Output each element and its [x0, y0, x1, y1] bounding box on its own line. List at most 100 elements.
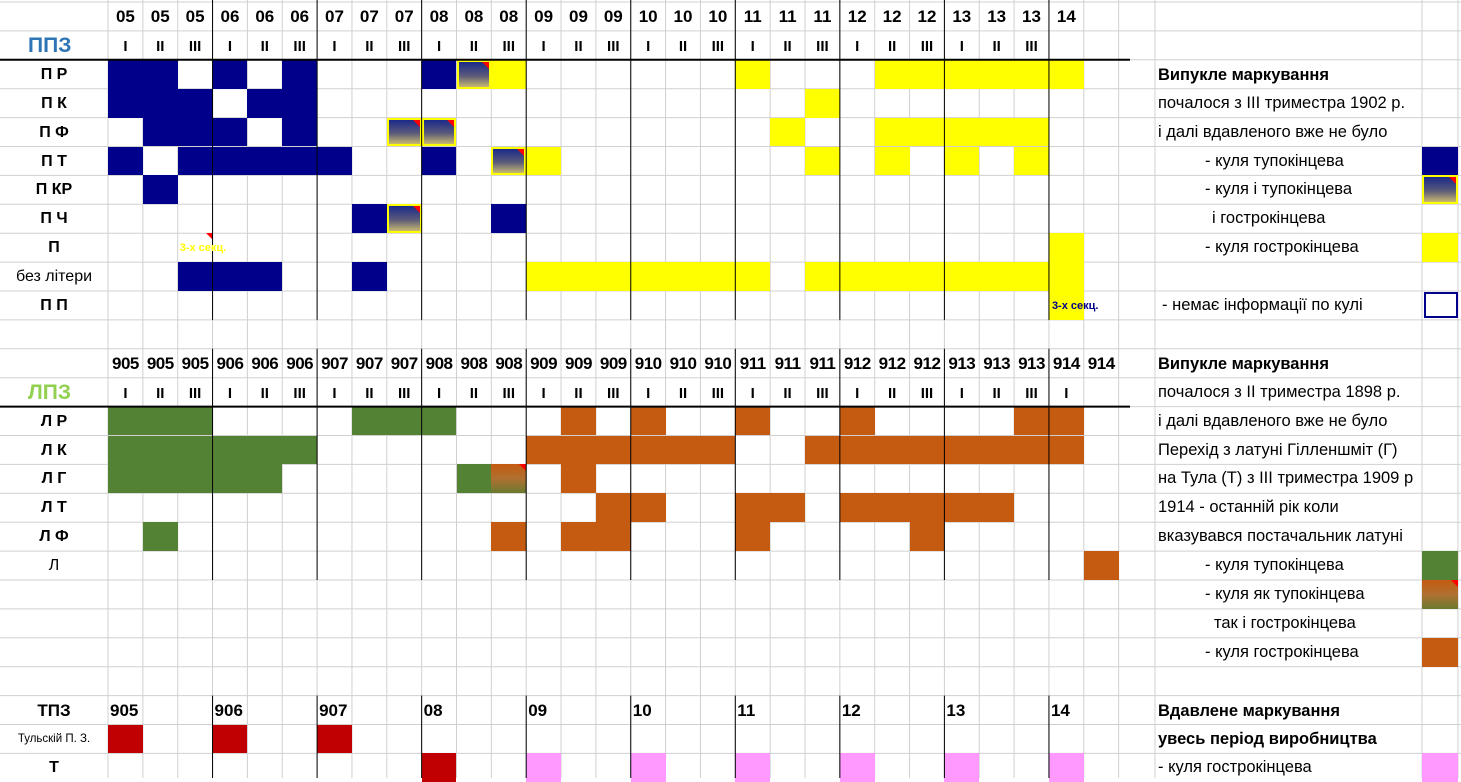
- ppz-blunt-cell: [282, 146, 318, 176]
- lpz-pointed-cell: [979, 493, 1015, 523]
- ppz-year-header: 05: [150, 7, 170, 26]
- tpz-pink-cell: [735, 753, 771, 782]
- lpz-year-header: 912: [878, 353, 906, 373]
- ppz-trimester-header: II: [574, 37, 583, 55]
- lpz-mixed-cell: [491, 464, 527, 494]
- ppz-trimester-header: II: [678, 37, 688, 55]
- lpz-blunt-cell: [142, 435, 178, 465]
- lpz-trimester-header: III: [711, 384, 725, 402]
- ppz-pointed-cell: [944, 262, 980, 291]
- ppz-year-header: 07: [325, 7, 344, 26]
- lpz-pointed-cell: [526, 435, 562, 465]
- ppz-blunt-cell: [142, 88, 178, 118]
- ppz-trimester-header: I: [959, 37, 964, 55]
- ppz-mixed-cell: [491, 146, 527, 176]
- ppz-pointed-cell: [1014, 262, 1049, 291]
- ppz-pointed-cell: [874, 262, 910, 291]
- lpz-pointed-cell: [735, 522, 771, 552]
- ppz-trimester-header: II: [156, 37, 165, 55]
- ppz-blunt-cell: [247, 88, 283, 118]
- ppz-year-header: 13: [952, 7, 972, 26]
- tpz-pink-cell: [526, 753, 562, 782]
- lpz-blunt-cell: [247, 435, 283, 465]
- ppz-year-header: 06: [220, 7, 240, 26]
- ppz-year-header: 12: [917, 7, 937, 26]
- ppz-pointed-cell: [805, 146, 840, 176]
- lpz-trimester-header: I: [123, 384, 128, 402]
- ppz-year-header: 13: [987, 7, 1007, 26]
- ppz-legend-label: - куля гострокінцева: [1205, 238, 1359, 257]
- ppz-trimester-header: III: [293, 37, 306, 55]
- lpz-trimester-header: III: [920, 384, 934, 402]
- lpz-trimester-header: II: [992, 384, 1001, 402]
- ppz-year-header: 06: [255, 7, 275, 26]
- lpz-year-header: 909: [530, 353, 558, 373]
- ppz-pointed-cell: [561, 262, 596, 291]
- lpz-pointed-cell: [595, 493, 631, 523]
- ppz-year-header: 10: [638, 7, 658, 26]
- ppz-year-header: 12: [882, 7, 902, 26]
- lpz-row-label: Л Р: [40, 412, 68, 430]
- ppz-year-header: 08: [464, 7, 484, 26]
- ppz-year-header: 10: [708, 7, 728, 26]
- lpz-pointed-cell: [561, 522, 596, 552]
- ppz-trimester-header: II: [887, 37, 897, 55]
- lpz-legend-label: - куля гострокінцева: [1205, 642, 1359, 661]
- lpz-year-header: 913: [983, 353, 1011, 373]
- tpz-year-header: 09: [528, 700, 548, 720]
- tpz-note: увесь період виробництва: [1158, 729, 1377, 748]
- lpz-pointed-cell: [944, 435, 980, 465]
- lpz-legend-label: - куля як тупокінцева: [1205, 585, 1365, 603]
- ppz-blunt-cell: [142, 117, 178, 147]
- ppz-year-header: 12: [847, 7, 867, 26]
- tpz-pink-cell: [1048, 753, 1084, 782]
- lpz-year-header: 907: [355, 353, 383, 373]
- ppz-trimester-header: I: [332, 37, 337, 55]
- ppz-pointed-cell: [909, 117, 945, 147]
- ppz-pointed-cell: [595, 262, 631, 291]
- ppz-year-header: 11: [778, 7, 797, 26]
- lpz-pointed-cell: [735, 406, 771, 436]
- ppz-pointed-cell: [630, 262, 666, 291]
- lpz-blunt-cell: [177, 406, 213, 436]
- lpz-year-header: 910: [669, 353, 697, 373]
- ppz-year-header: 08: [499, 7, 519, 26]
- lpz-blunt-cell: [142, 464, 178, 494]
- lpz-trimester-header: II: [156, 384, 165, 402]
- lpz-year-header: 907: [390, 353, 418, 373]
- ppz-row-label: П К: [41, 94, 67, 112]
- ppz-pointed-cell: [700, 262, 736, 291]
- ppz-pointed-cell: [770, 117, 805, 147]
- ppz-year-header: 14: [1056, 7, 1076, 26]
- ppz-row-label: П Т: [41, 152, 67, 170]
- ppz-pointed-cell: [1014, 59, 1049, 89]
- ppz-blunt-cell: [282, 117, 318, 147]
- lpz-row-label: Л Ф: [39, 528, 69, 546]
- lpz-year-header: 909: [565, 353, 592, 373]
- ppz-trimester-header: III: [920, 37, 934, 55]
- ppz-legend-label: і гострокінцева: [1212, 209, 1326, 228]
- lpz-blunt-cell: [177, 464, 213, 494]
- lpz-year-header: 911: [739, 353, 766, 373]
- lpz-year-header: 908: [425, 353, 453, 373]
- ppz-pointed-cell: [979, 262, 1015, 291]
- lpz-trimester-header: III: [1025, 384, 1038, 402]
- ppz-blunt-cell: [212, 262, 248, 291]
- ppz-legend-label: - куля і тупокінцева: [1205, 180, 1353, 199]
- lpz-pointed-cell: [630, 435, 666, 465]
- ppz-pointed-cell: [1014, 117, 1049, 147]
- lpz-pointed-cell: [1083, 551, 1119, 580]
- ppz-blunt-cell: [142, 59, 178, 89]
- ppz-note: Випукле маркування: [1158, 65, 1330, 84]
- ppz-blunt-cell: [421, 146, 457, 176]
- ppz-trimester-header: II: [992, 37, 1001, 55]
- ppz-title: ППЗ: [28, 33, 72, 57]
- ppz-year-header: 09: [603, 7, 623, 26]
- legend-swatch-blunt-lpz: [1422, 551, 1458, 580]
- ppz-trimester-header: III: [711, 37, 725, 55]
- lpz-year-header: 908: [460, 353, 488, 373]
- ppz-mixed-cell: [386, 204, 422, 234]
- tpz-title: ТПЗ: [37, 700, 71, 720]
- lpz-trimester-header: III: [502, 384, 516, 402]
- lpz-blunt-cell: [421, 406, 457, 436]
